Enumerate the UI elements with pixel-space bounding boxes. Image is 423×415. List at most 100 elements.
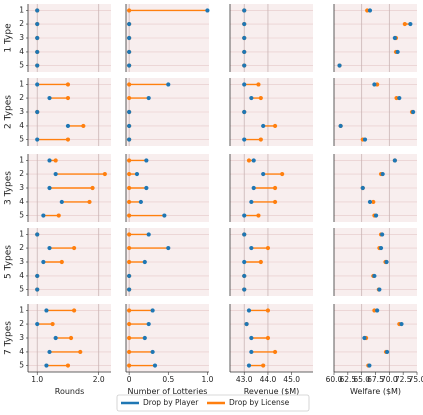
player-point <box>385 349 390 355</box>
player-point <box>146 95 151 101</box>
player-point <box>35 232 40 237</box>
facet-panel: 1 2 3 4 5 <box>19 154 111 222</box>
facet-panel <box>229 228 313 296</box>
player-point <box>242 21 247 27</box>
row-tick-label: 3 <box>19 107 24 116</box>
license-point <box>127 213 132 218</box>
facet-row: 5 Types 1 2 3 4 5 <box>4 228 417 296</box>
license-point <box>127 158 132 163</box>
player-point <box>251 185 256 191</box>
x-axis-label: Revenue ($M) <box>244 387 300 396</box>
row-tick-label: 1 <box>19 305 24 314</box>
facet-row: 2 Types 1 2 3 4 5 <box>4 78 417 146</box>
player-point <box>242 109 247 115</box>
license-point <box>127 245 132 251</box>
group-label: 2 Types <box>4 95 14 129</box>
player-point <box>338 123 343 129</box>
player-point <box>35 8 40 13</box>
player-point <box>53 171 58 177</box>
player-point <box>242 63 247 68</box>
x-tick-label: 43.0 <box>236 375 253 384</box>
player-point <box>127 49 132 55</box>
row-tick-label: 2 <box>19 169 24 178</box>
license-point <box>272 349 278 355</box>
player-point <box>142 335 147 341</box>
player-point <box>392 35 397 41</box>
player-point <box>166 82 171 87</box>
facet-panel: 1 2 3 4 5 <box>19 228 111 296</box>
row-tick-label: 1 <box>19 5 24 14</box>
x-tick-label: 70.0 <box>381 375 398 384</box>
license-point <box>127 185 132 191</box>
player-point <box>367 363 372 368</box>
player-point <box>242 49 247 55</box>
license-point <box>127 199 132 205</box>
license-point <box>127 363 132 368</box>
legend-item-player-label: Drop by Player <box>143 398 199 407</box>
row-tick-label: 5 <box>19 361 24 370</box>
facet-panel: 1 2 3 4 5 <box>19 4 111 72</box>
row-tick-label: 2 <box>19 319 24 328</box>
license-point <box>127 232 132 237</box>
license-point <box>127 95 132 101</box>
player-point <box>367 8 373 13</box>
row-tick-label: 2 <box>19 243 24 252</box>
license-point <box>65 137 71 142</box>
license-point <box>265 245 271 251</box>
player-point <box>251 158 256 163</box>
player-point <box>205 8 210 13</box>
player-point <box>35 137 40 142</box>
x-tick-label: 1.0 <box>31 375 43 384</box>
group-label: 7 Types <box>4 321 14 355</box>
facet-panel <box>229 4 313 72</box>
player-point <box>242 273 247 279</box>
player-point <box>150 308 155 313</box>
player-point <box>35 109 40 115</box>
player-point <box>47 349 52 355</box>
license-point <box>127 321 132 327</box>
facet-row: 7 Types 1 2 3 4 5 1.0 2.0 Rounds 0 0.5 1.0 Number of… <box>4 304 423 396</box>
player-point <box>127 287 132 292</box>
license-point <box>127 8 132 13</box>
license-point <box>127 171 132 177</box>
player-point <box>392 158 397 163</box>
license-point <box>272 199 278 205</box>
player-point <box>378 245 384 251</box>
facet-panel <box>229 78 313 146</box>
player-point <box>44 308 49 313</box>
facet-panel: 60.062.565.067.570.072.575.0 Welfare ($M) <box>326 304 423 396</box>
license-point <box>127 82 132 87</box>
row-tick-label: 4 <box>19 121 24 130</box>
license-point <box>256 213 261 218</box>
x-tick-label: 65.0 <box>353 375 370 384</box>
player-point <box>337 63 342 68</box>
license-point <box>102 171 107 177</box>
player-point <box>146 232 151 237</box>
facet-panel: 1 2 3 4 5 <box>19 78 111 146</box>
license-point <box>72 308 77 313</box>
legend-item-license-label: Drop by License <box>229 398 290 407</box>
player-point <box>380 171 385 177</box>
player-point <box>360 185 365 191</box>
license-point <box>280 171 285 177</box>
facet-panel <box>125 228 209 296</box>
facet-panel: 43.0 44.0 45.0 Revenue ($M) <box>229 304 313 396</box>
x-tick-label: 75.0 <box>409 375 423 384</box>
x-axis-label: Number of Lotteries <box>128 387 208 396</box>
license-point <box>90 185 95 191</box>
player-point <box>35 49 40 55</box>
player-point <box>127 21 132 27</box>
license-point <box>127 349 132 355</box>
x-tick-label: 44.0 <box>260 375 277 384</box>
player-point <box>59 199 64 205</box>
license-point <box>65 363 71 368</box>
facet-panel <box>125 4 210 72</box>
player-point <box>242 287 247 292</box>
player-point <box>246 308 252 313</box>
player-point <box>242 137 247 142</box>
player-point <box>53 335 58 341</box>
license-point <box>65 95 71 101</box>
player-point <box>384 259 389 265</box>
player-point <box>35 287 40 292</box>
player-point <box>127 109 132 115</box>
